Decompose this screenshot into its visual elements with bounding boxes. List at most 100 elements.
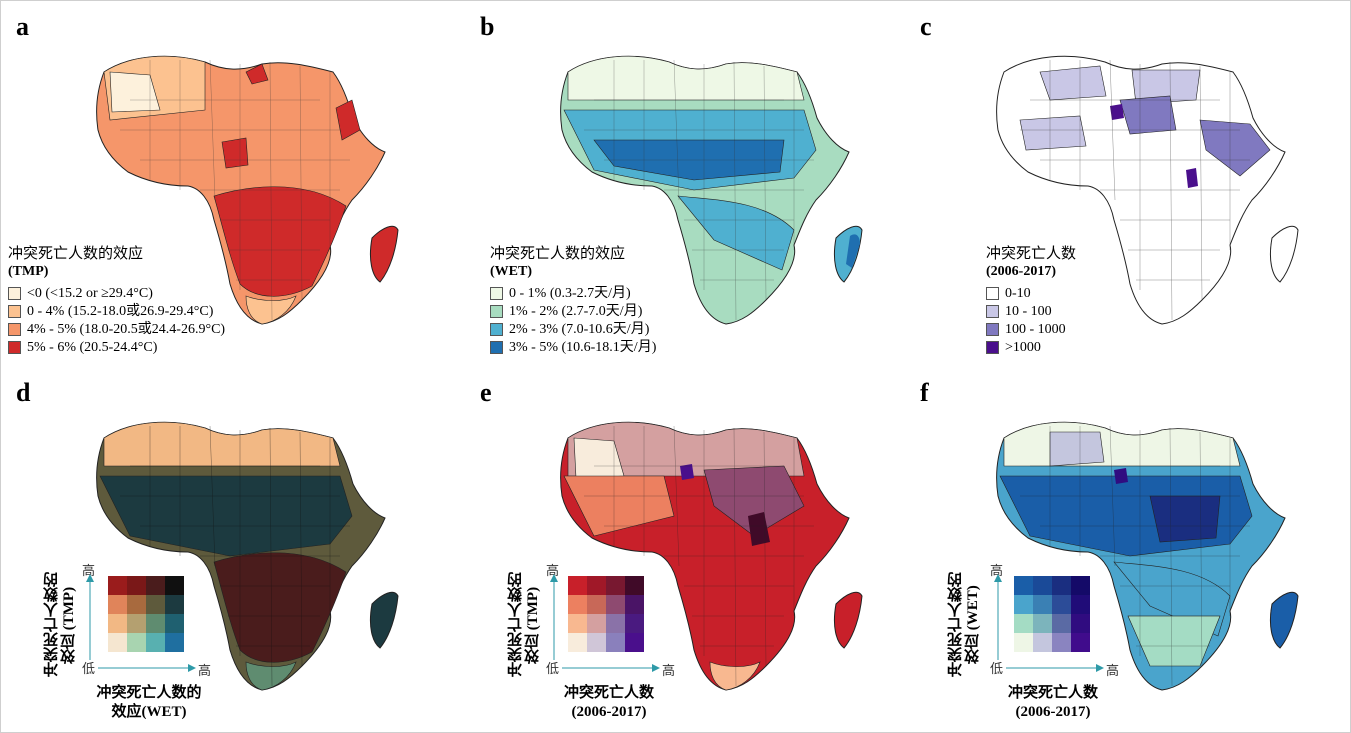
legend-swatch	[8, 322, 21, 336]
bivariate-cell	[1014, 576, 1033, 595]
legend-item: 3% - 5% (10.6-18.1天/月)	[490, 338, 656, 356]
bivariate-cell	[625, 633, 644, 652]
bivariate-cell	[165, 595, 184, 614]
legend-item: 0 - 4% (15.2-18.0或26.9-29.4°C)	[8, 302, 225, 320]
panel-label-c: c	[920, 12, 932, 41]
legend-item: 5% - 6% (20.5-24.4°C)	[8, 338, 225, 356]
legend-c: 冲突死亡人数 (2006-2017) 0-10 10 - 100 100 - 1…	[986, 246, 1076, 356]
bivariate-cell	[606, 576, 625, 595]
panel-f: f 冲突死亡人数的效应 (WET) 高 低 高 冲突死亡人数 (2006-201…	[900, 366, 1350, 732]
bivariate-cell	[1052, 595, 1071, 614]
y-low-label: 低	[82, 661, 96, 676]
bivariate-cell	[625, 595, 644, 614]
legend-item: >1000	[986, 338, 1076, 356]
legend-item: <0 (<15.2 or ≥29.4°C)	[8, 284, 225, 302]
y-high-label: 高	[82, 563, 96, 578]
bivariate-cell	[165, 633, 184, 652]
legend-item: 100 - 1000	[986, 320, 1076, 338]
panel-label-e: e	[480, 378, 492, 407]
legend-title: 冲突死亡人数的效应	[490, 246, 626, 262]
bivariate-cell	[108, 595, 127, 614]
panel-label-b: b	[480, 12, 495, 41]
x-title-line2: (2006-2017)	[1015, 704, 1091, 720]
bivariate-cell	[1052, 614, 1071, 633]
bivariate-cell	[165, 614, 184, 633]
axis-arrows	[550, 574, 660, 672]
bivariate-cell	[1014, 595, 1033, 614]
map-e	[560, 421, 863, 691]
bivariate-grid	[1014, 576, 1090, 652]
bivariate-cell	[146, 595, 165, 614]
bivariate-cell	[108, 633, 127, 652]
map-a	[96, 55, 399, 325]
x-title-line2: 效应(WET)	[111, 704, 187, 720]
y-low-label: 低	[990, 661, 1004, 676]
panel-c: c 冲突死亡人数 (2006-2017) 0-10 10 - 100 100 -…	[900, 0, 1350, 366]
legend-b: 冲突死亡人数的效应 (WET) 0 - 1% (0.3-2.7天/月) 1% -…	[490, 246, 656, 356]
legend-item: 4% - 5% (18.0-20.5或24.4-26.9°C)	[8, 320, 225, 338]
bivariate-legend-f: 冲突死亡人数的效应 (WET) 高 低 高 冲突死亡人数 (2006-2017)	[944, 556, 1144, 726]
bivariate-cell	[606, 614, 625, 633]
legend-title: 冲突死亡人数	[986, 246, 1077, 262]
bivariate-cell	[568, 595, 587, 614]
bivariate-cell	[127, 595, 146, 614]
legend-item: 0 - 1% (0.3-2.7天/月)	[490, 284, 656, 302]
bivariate-cell	[146, 633, 165, 652]
bivariate-cell	[1014, 614, 1033, 633]
panel-d: d 冲突死亡人数的效应 (TMP) 高 低 高 冲突死亡人数的 效应(WET)	[0, 366, 450, 732]
bivariate-cell	[1052, 633, 1071, 652]
x-high-label: 高	[198, 663, 212, 678]
legend-swatch	[986, 286, 999, 300]
legend-subtitle: (TMP)	[8, 264, 49, 279]
legend-swatch	[490, 340, 503, 354]
panel-label-f: f	[920, 378, 929, 407]
x-title-line1: 冲突死亡人数	[563, 685, 654, 701]
bivariate-cell	[1033, 576, 1052, 595]
bivariate-cell	[606, 595, 625, 614]
axis-arrows	[994, 574, 1104, 672]
panel-label-d: d	[16, 378, 31, 407]
map-b	[560, 55, 863, 325]
bivariate-cell	[1033, 633, 1052, 652]
bivariate-cell	[587, 633, 606, 652]
legend-swatch	[490, 304, 503, 318]
bivariate-cell	[625, 614, 644, 633]
legend-label: 1% - 2% (2.7-7.0天/月)	[509, 303, 643, 319]
panel-b: b 冲突死亡人数的效应 (WET) 0 - 1% (0.3-2.7天/月) 1%…	[464, 0, 914, 366]
x-high-label: 高	[662, 663, 676, 678]
x-title-line1: 冲突死亡人数	[1007, 685, 1098, 701]
legend-title: 冲突死亡人数的效应	[8, 246, 144, 262]
legend-swatch	[986, 340, 999, 354]
legend-label: 100 - 1000	[1005, 321, 1066, 337]
x-axis-title: 冲突死亡人数 (2006-2017)	[544, 684, 674, 722]
legend-swatch	[986, 304, 999, 318]
bivariate-cell	[1033, 614, 1052, 633]
bivariate-cell	[108, 614, 127, 633]
bivariate-cell	[587, 595, 606, 614]
axis-arrows	[86, 574, 196, 672]
panel-label-a: a	[16, 12, 29, 41]
legend-swatch	[490, 286, 503, 300]
x-title-line1: 冲突死亡人数的	[96, 685, 202, 701]
bivariate-legend-d: 冲突死亡人数的效应 (TMP) 高 低 高 冲突死亡人数的 效应(WET)	[40, 556, 240, 726]
bivariate-cell	[1071, 614, 1090, 633]
legend-label: 0-10	[1005, 285, 1031, 301]
bivariate-grid	[568, 576, 644, 652]
legend-item: 0-10	[986, 284, 1076, 302]
legend-item: 2% - 3% (7.0-10.6天/月)	[490, 320, 656, 338]
bivariate-cell	[1052, 576, 1071, 595]
bivariate-legend-e: 冲突死亡人数的效应 (TMP) 高 低 高 冲突死亡人数 (2006-2017)	[504, 556, 704, 726]
panel-a: a 冲突死亡人数的效应 (TMP) <0 (<15.2 or ≥29.4°C) …	[0, 0, 450, 366]
legend-label: <0 (<15.2 or ≥29.4°C)	[27, 285, 153, 301]
legend-label: 2% - 3% (7.0-10.6天/月)	[509, 321, 650, 337]
legend-label: 5% - 6% (20.5-24.4°C)	[27, 339, 158, 355]
bivariate-cell	[568, 576, 587, 595]
x-high-label: 高	[1106, 663, 1120, 678]
x-axis-title: 冲突死亡人数 (2006-2017)	[988, 684, 1118, 722]
x-axis-title: 冲突死亡人数的 效应(WET)	[84, 684, 214, 722]
bivariate-cell	[108, 576, 127, 595]
y-low-label: 低	[546, 661, 560, 676]
legend-label: 0 - 4% (15.2-18.0或26.9-29.4°C)	[27, 303, 214, 319]
bivariate-cell	[146, 614, 165, 633]
bivariate-cell	[625, 576, 644, 595]
